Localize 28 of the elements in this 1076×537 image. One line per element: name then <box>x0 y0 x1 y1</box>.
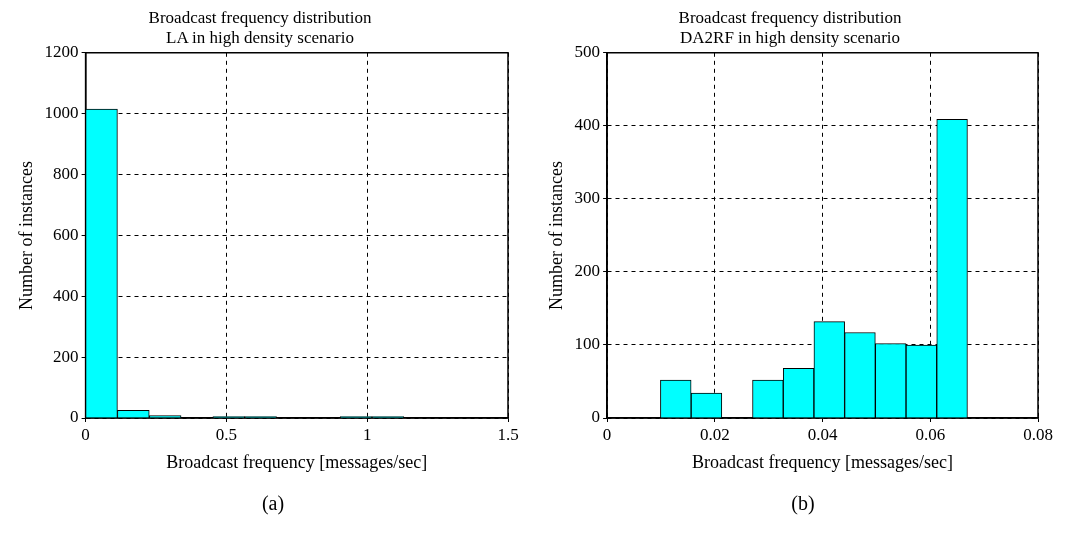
y-axis-title: Number of instances <box>15 160 36 310</box>
text: (a) <box>261 492 285 515</box>
y-tick-label: 800 <box>53 164 79 183</box>
y-tick-label: 500 <box>574 42 601 62</box>
y-tick-label: 1200 <box>44 42 79 62</box>
x-tick-label: 1.5 <box>497 424 519 444</box>
y-axis-title: Number of instances <box>545 160 566 310</box>
x-axis-title: Broadcast frequency [messages/sec] <box>692 451 953 472</box>
x-tick-label: 0.06 <box>915 424 946 444</box>
y-tick-label: 400 <box>574 115 601 135</box>
y-tick-label: 200 <box>53 346 79 366</box>
y-tick-label: 600 <box>53 224 79 244</box>
y-tick-label: 300 <box>574 188 601 208</box>
y-tick-label: 0 <box>70 407 79 427</box>
x-tick-label: 1 <box>362 424 372 444</box>
y-tick-label: 100 <box>574 334 601 354</box>
y-tick-label: 200 <box>574 261 601 281</box>
chart-title: Broadcast frequency distribution LA in high density scenario <box>148 7 372 48</box>
chart-title: Broadcast frequency distribution DA2RF in high density scenario <box>678 7 902 48</box>
x-tick-label: 0.5 <box>215 424 238 444</box>
text: (b) <box>791 492 815 515</box>
x-tick-label: 0.08 <box>1023 424 1053 444</box>
x-axis-title: Broadcast frequency [messages/sec] <box>166 451 428 472</box>
x-tick-label: 0.02 <box>699 424 730 444</box>
x-tick-label: 0.04 <box>807 424 838 444</box>
y-tick-label: 0 <box>591 407 601 427</box>
y-tick-label: 1000 <box>44 103 79 123</box>
y-tick-label: 400 <box>53 285 79 305</box>
